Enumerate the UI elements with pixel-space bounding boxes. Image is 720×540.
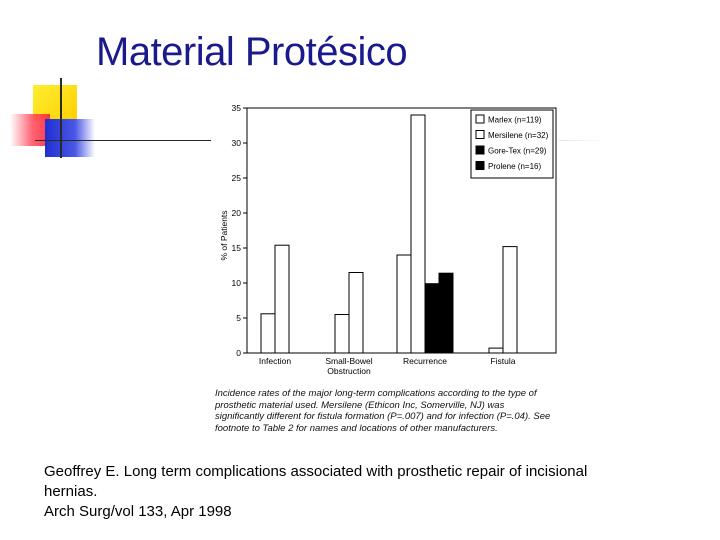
x-tick-label: Obstruction bbox=[327, 366, 371, 376]
y-tick-label: 5 bbox=[236, 313, 241, 323]
x-tick-label: Fistula bbox=[490, 356, 515, 366]
x-tick-label: Small-Bowel bbox=[325, 356, 372, 366]
legend-swatch bbox=[475, 130, 485, 139]
x-tick-label: Recurrence bbox=[403, 356, 447, 366]
citation-line-3: Arch Surg/vol 133, Apr 1998 bbox=[44, 503, 232, 520]
bar bbox=[260, 313, 276, 354]
bar bbox=[488, 347, 504, 354]
bar bbox=[502, 246, 518, 354]
y-tick-label: 35 bbox=[232, 103, 242, 113]
bar bbox=[438, 272, 454, 354]
y-tick-label: 0 bbox=[236, 348, 241, 358]
y-tick-label: 20 bbox=[232, 208, 242, 218]
bar bbox=[396, 254, 412, 354]
bar bbox=[334, 314, 350, 354]
chart-figure: 0 5 10 15 20 25 30 35 % of Patients Infection Smal… bbox=[211, 96, 559, 446]
decor-red-square bbox=[10, 114, 50, 146]
citation: Geoffrey E. Long term complications asso… bbox=[44, 462, 709, 522]
legend-swatch bbox=[475, 114, 485, 124]
x-tick-label: Infection bbox=[259, 356, 291, 366]
decor-blue-square bbox=[45, 119, 95, 157]
legend-label: Marlex (n=119) bbox=[488, 116, 542, 125]
legend-label: Mersilene (n=32) bbox=[488, 131, 549, 140]
decor-vertical-line bbox=[60, 78, 62, 158]
bar bbox=[274, 244, 290, 354]
citation-line-1: Geoffrey E. Long term complications asso… bbox=[44, 463, 588, 480]
y-tick-label: 30 bbox=[232, 138, 242, 148]
bar bbox=[424, 283, 440, 354]
bar bbox=[410, 114, 426, 354]
y-tick-label: 25 bbox=[232, 173, 242, 183]
legend-label: Gore-Tex (n=29) bbox=[488, 147, 547, 156]
legend-swatch bbox=[475, 161, 485, 170]
legend-label: Prolene (n=16) bbox=[488, 162, 541, 171]
citation-line-2: hernias. bbox=[44, 483, 98, 500]
legend-swatch bbox=[475, 145, 485, 155]
y-tick-label: 10 bbox=[232, 278, 242, 288]
y-tick-label: 15 bbox=[232, 243, 242, 253]
bar bbox=[348, 272, 364, 354]
y-axis-label: % of Patients bbox=[219, 210, 229, 260]
figure-caption: Incidence rates of the major long-term c… bbox=[215, 388, 551, 434]
bar-chart: 0 5 10 15 20 25 30 35 % of Patients Infection Smal… bbox=[219, 103, 557, 376]
slide-title: Material Protésico bbox=[96, 30, 408, 74]
legend-box bbox=[470, 109, 554, 179]
